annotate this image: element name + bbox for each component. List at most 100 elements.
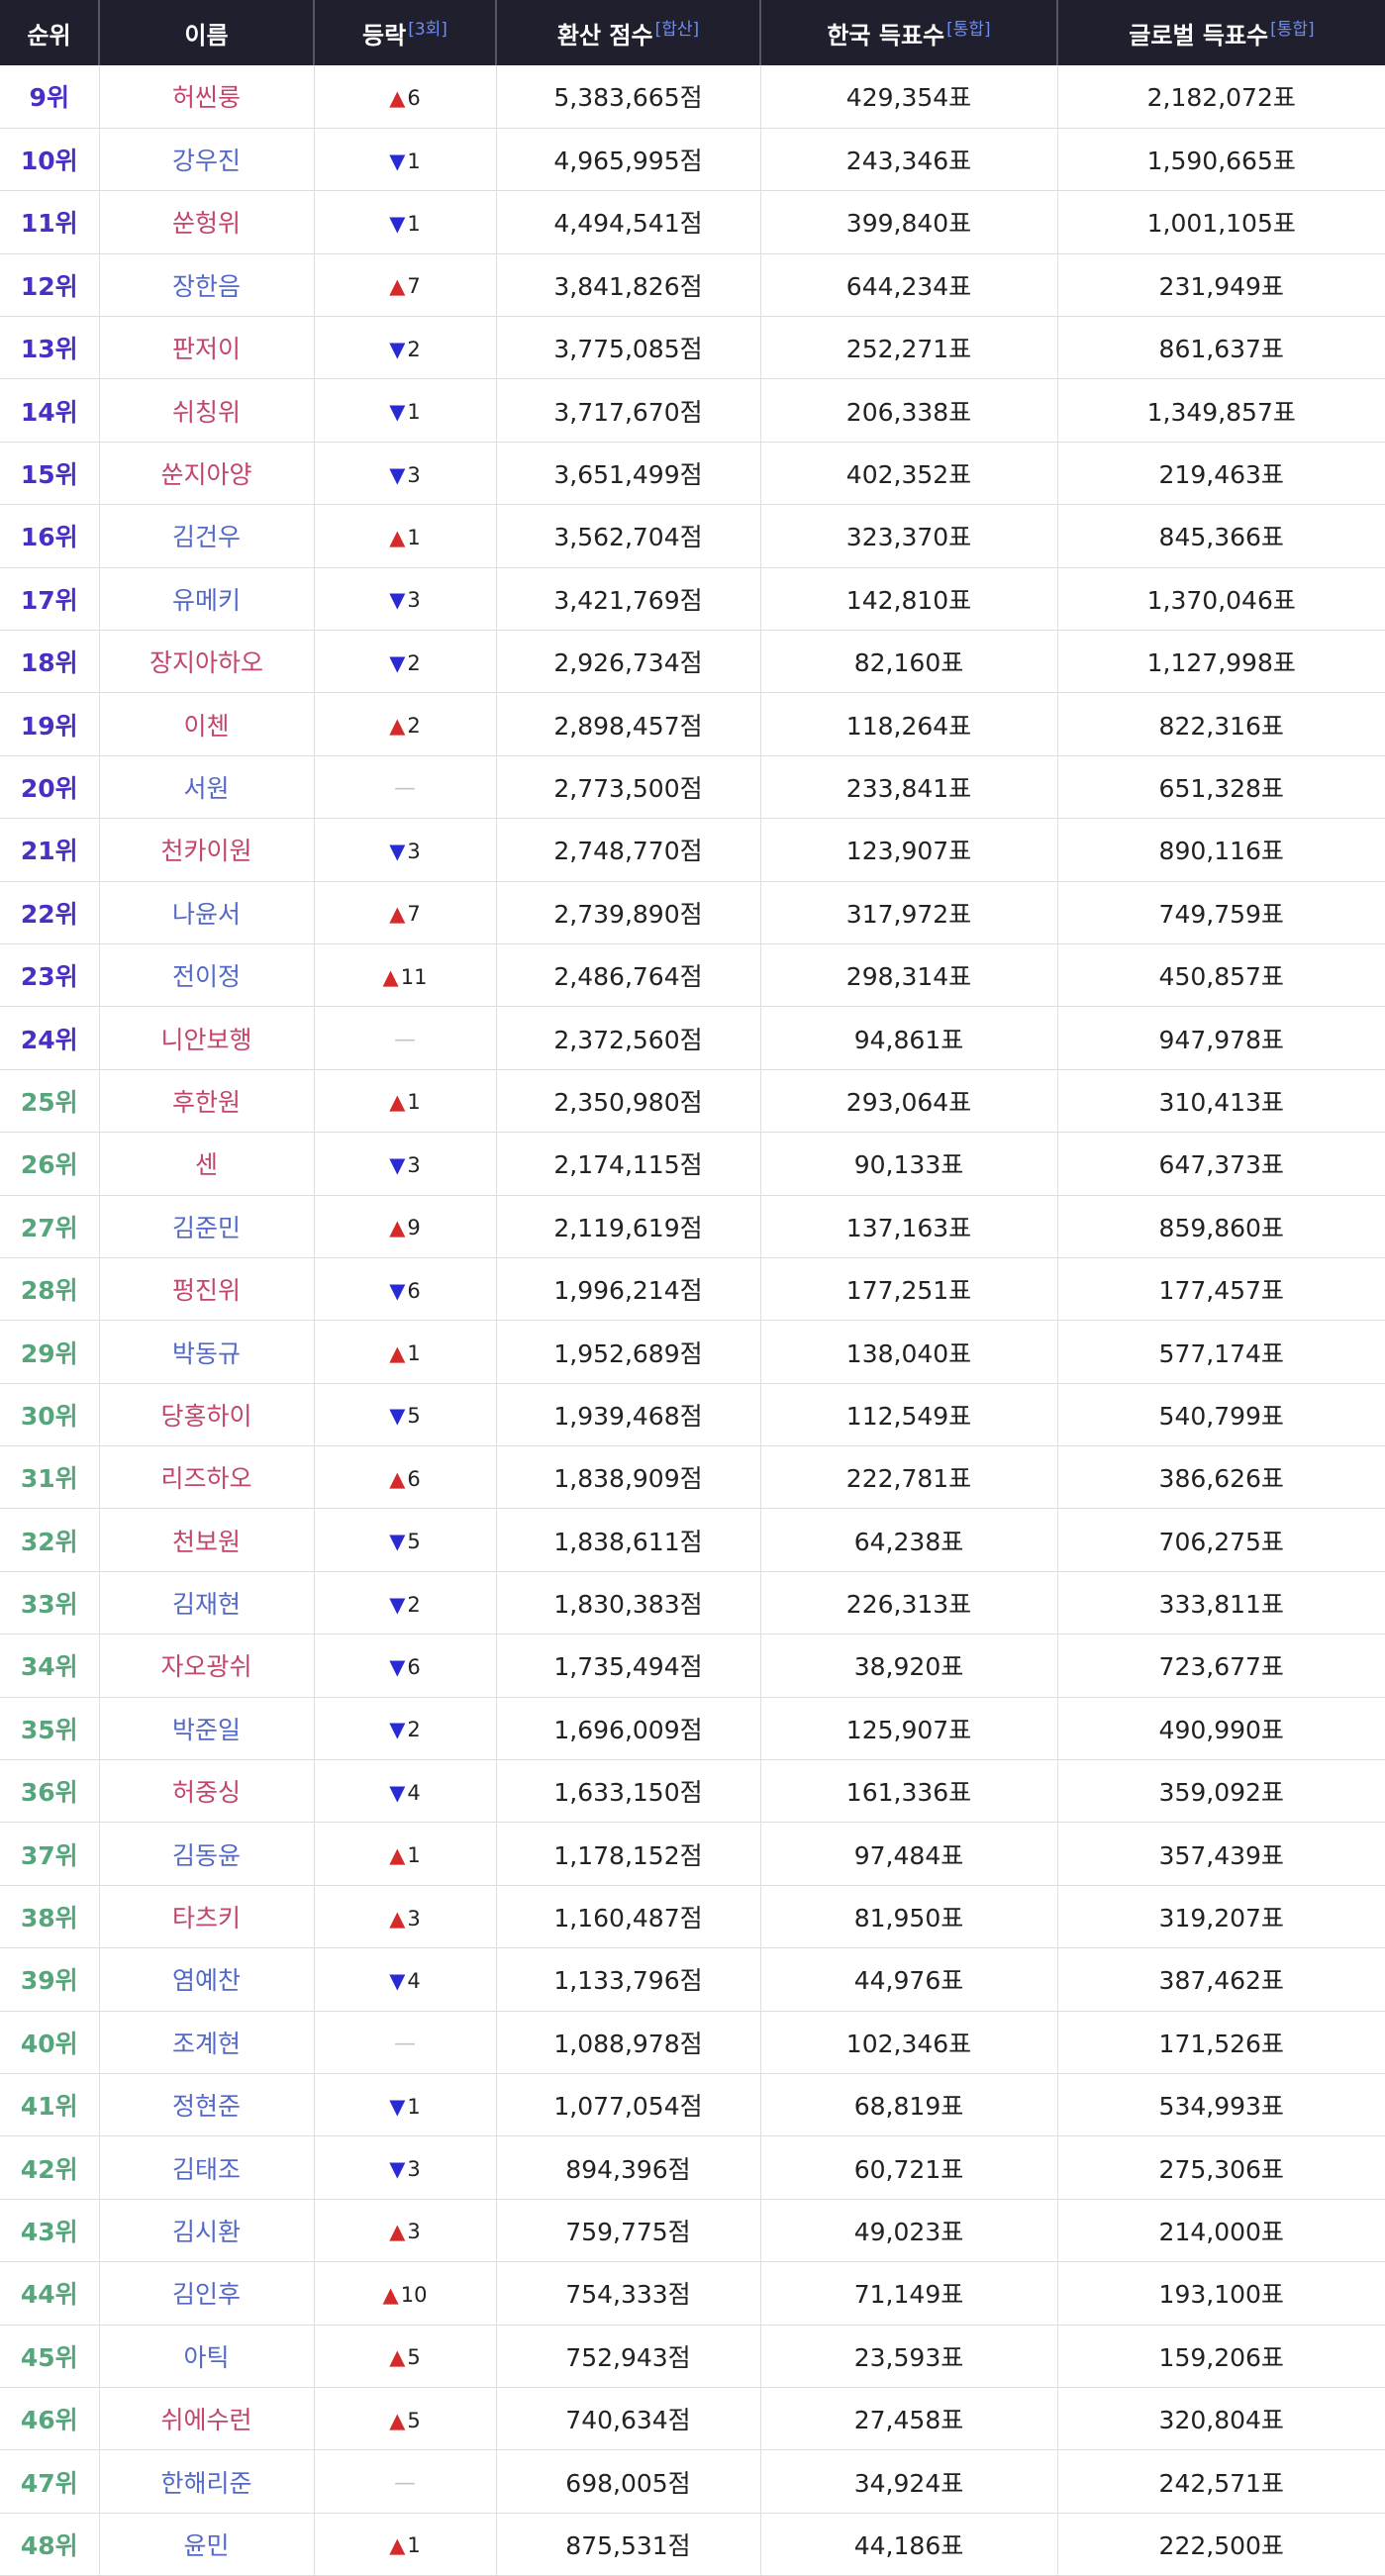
global-votes-cell: 534,993표 [1158,2092,1284,2122]
score-cell: 759,775점 [496,2199,761,2262]
korea-votes-cell: 49,023표 [760,2199,1058,2262]
score-cell: 2,898,457점 [496,692,761,756]
change-value: 2 [407,1718,421,1742]
change-cell: ▲9 [314,1195,497,1258]
change-value: 5 [407,2345,421,2370]
name-cell: 염예찬 [99,1947,315,2012]
arrow-up-icon: ▲ [389,902,406,927]
rank-cell: 40위 [0,2011,100,2074]
global-votes-cell: 861,637표 [1158,335,1284,364]
global-votes-cell: 647,373표 [1158,1150,1284,1180]
rank-cell: 39위 [0,1947,100,2012]
change-cell: ▲1 [314,1320,497,1384]
header-rank[interactable]: 순위 [0,0,100,65]
header-change[interactable]: 등락 [3회] [314,0,497,65]
table-body: 9위 허씬룽 ▲6 5,383,665점 429,354표 2,182,072표 10위 강우… [0,65,1385,2576]
change-value: 1 [407,525,421,549]
global-votes-cell: 845,366표 [1158,523,1284,552]
korea-votes-cell: 44,186표 [760,2513,1058,2576]
no-change-dash: — [394,2471,416,2497]
score-cell: 2,119,619점 [496,1195,761,1258]
table-row: 22위 나윤서 ▲7 2,739,890점 317,972표 749,759표 [0,881,1385,944]
change-value: 10 [400,2282,428,2307]
change-cell: ▼1 [314,378,497,443]
change-value: 2 [407,1592,421,1617]
korea-votes-cell: 252,271표 [760,316,1058,379]
name-cell: 쑨지아양 [99,442,315,505]
header-score[interactable]: 환산 점수 [합산] [496,0,761,65]
arrow-up-icon: ▲ [382,2282,399,2307]
table-row: 29위 박동규 ▲1 1,952,689점 138,040표 577,174표 [0,1320,1385,1384]
score-cell: 1,830,383점 [496,1571,761,1635]
korea-votes-cell: 206,338표 [760,378,1058,443]
rank-cell: 43위 [0,2199,100,2262]
table-row: 18위 장지아하오 ▼2 2,926,734점 82,160표 1,127,998표 [0,630,1385,693]
name-cell: 펑진위 [99,1257,315,1321]
name-cell: 장지아하오 [99,630,315,693]
change-value: 1 [407,2533,421,2558]
header-global-votes[interactable]: 글로벌 득표수 [통합] [1057,0,1385,65]
change-cell: ▼4 [314,1947,497,2012]
change-cell: ▼1 [314,190,497,254]
score-cell: 2,174,115점 [496,1132,761,1196]
name-cell: 리즈하오 [99,1445,315,1509]
change-cell: ▲1 [314,1069,497,1133]
korea-votes-cell: 112,549표 [760,1383,1058,1446]
change-cell: ▼6 [314,1257,497,1321]
name-cell: 김인후 [99,2261,315,2326]
rank-cell: 38위 [0,1885,100,1948]
arrow-up-icon: ▲ [389,714,406,739]
score-cell: 1,996,214점 [496,1257,761,1321]
arrow-up-icon: ▲ [389,1090,406,1115]
table-row: 36위 허중싱 ▼4 1,633,150점 161,336표 359,092표 [0,1759,1385,1823]
table-row: 28위 펑진위 ▼6 1,996,214점 177,251표 177,457표 [0,1257,1385,1321]
change-value: 6 [407,85,421,110]
arrow-down-icon: ▼ [389,1654,406,1679]
change-value: 3 [407,1152,421,1177]
rank-cell: 33위 [0,1571,100,1635]
global-votes-cell: 333,811표 [1158,1590,1284,1620]
arrow-down-icon: ▼ [389,1278,406,1303]
change-cell: ▼3 [314,2135,497,2200]
korea-votes-cell: 429,354표 [760,65,1058,129]
change-cell: ▲3 [314,1885,497,1948]
change-cell: ▼2 [314,630,497,693]
rank-cell: 47위 [0,2449,100,2514]
change-value: 1 [407,211,421,236]
name-cell: 전이정 [99,943,315,1007]
arrow-down-icon: ▼ [389,1404,406,1429]
global-votes-cell: 231,949표 [1158,271,1284,301]
change-value: 6 [407,1466,421,1491]
name-cell: 김동윤 [99,1822,315,1886]
score-cell: 1,133,796점 [496,1947,761,2012]
rank-cell: 13위 [0,316,100,379]
score-cell: 752,943점 [496,2325,761,2388]
table-row: 12위 장한음 ▲7 3,841,826점 644,234표 231,949표 [0,253,1385,317]
name-cell: 김태조 [99,2135,315,2200]
arrow-down-icon: ▼ [389,1152,406,1177]
change-value: 6 [407,1278,421,1303]
global-votes-cell: 387,462표 [1158,1966,1284,1996]
name-cell: 서원 [99,755,315,819]
name-cell: 아틱 [99,2325,315,2388]
change-cell: ▲3 [314,2199,497,2262]
no-change-dash: — [394,2031,416,2057]
rank-cell: 12위 [0,253,100,317]
score-cell: 5,383,665점 [496,65,761,129]
change-value: 11 [400,964,428,989]
change-cell: ▲7 [314,881,497,944]
header-korea-votes[interactable]: 한국 득표수 [통합] [760,0,1058,65]
change-value: 2 [407,714,421,739]
global-votes-cell: 706,275표 [1158,1527,1284,1556]
table-row: 35위 박준일 ▼2 1,696,009점 125,907표 490,990표 [0,1697,1385,1760]
name-cell: 쉬칭위 [99,378,315,443]
rank-cell: 26위 [0,1132,100,1196]
rank-cell: 22위 [0,881,100,944]
korea-votes-cell: 125,907표 [760,1697,1058,1760]
korea-votes-cell: 97,484표 [760,1822,1058,1886]
score-cell: 3,841,826점 [496,253,761,317]
header-name[interactable]: 이름 [99,0,315,65]
korea-votes-cell: 317,972표 [760,881,1058,944]
table-row: 30위 당홍하이 ▼5 1,939,468점 112,549표 540,799표 [0,1383,1385,1446]
